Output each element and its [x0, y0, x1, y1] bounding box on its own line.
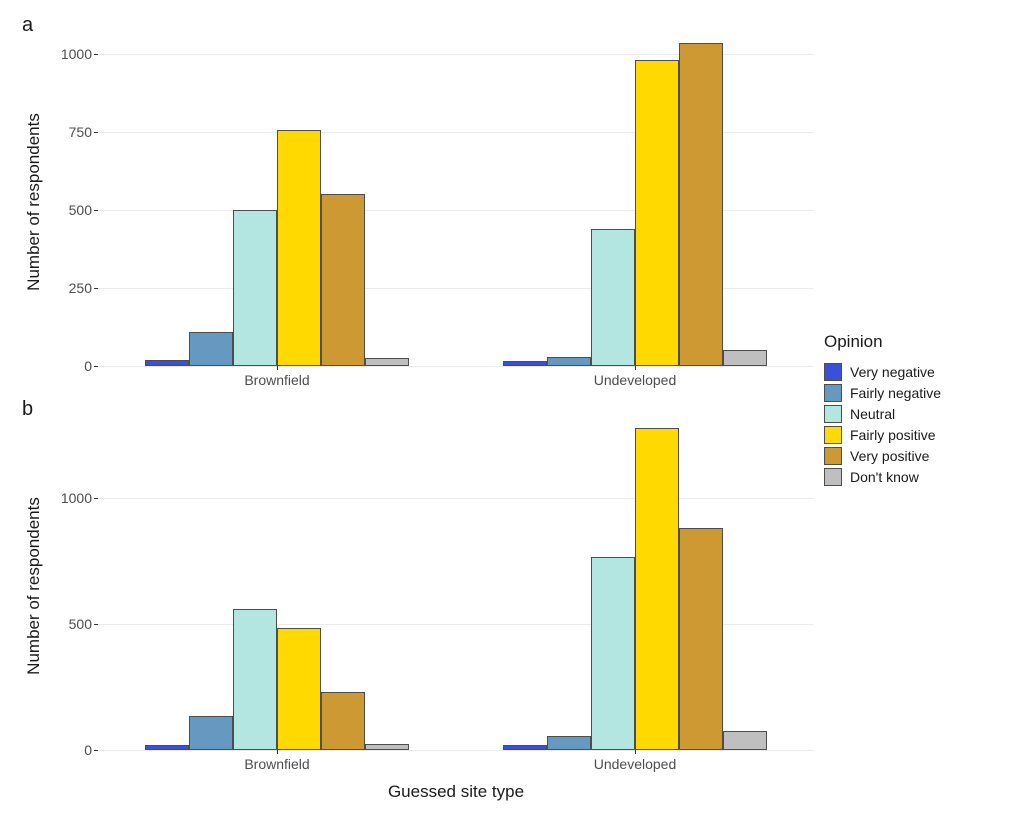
y-axis-ticks: 05001000	[48, 422, 98, 750]
bar-group	[503, 38, 767, 366]
legend-label: Neutral	[850, 406, 895, 422]
chart-panel: aNumber of respondents 0 250 500 750 1000 Brow…	[20, 10, 814, 394]
bar	[547, 357, 591, 366]
legend-swatch	[824, 447, 842, 465]
bar	[321, 692, 365, 750]
bar	[277, 628, 321, 750]
bar	[723, 731, 767, 750]
y-tick-mark	[94, 54, 98, 55]
legend-items: Very negative Fairly negative Neutral Fairl…	[824, 360, 1024, 489]
chart-panel: bNumber of respondents 0 500 1000 Brownfield…	[20, 394, 814, 778]
legend-item: Very negative	[824, 363, 1024, 381]
bar	[591, 557, 635, 750]
y-tick-label: 500	[69, 202, 92, 218]
y-tick-label: 0	[84, 742, 92, 758]
y-tick-label: 250	[69, 280, 92, 296]
x-axis-title: Guessed site type	[98, 778, 814, 810]
y-tick-label: 0	[84, 358, 92, 374]
legend-label: Very positive	[850, 448, 929, 464]
bar-group	[145, 38, 409, 366]
y-tick-mark	[94, 210, 98, 211]
y-axis-title: Number of respondents	[20, 38, 48, 366]
y-tick-label: 1000	[61, 46, 92, 62]
x-tick-label: Undeveloped	[594, 756, 677, 772]
x-tick-label: Brownfield	[244, 756, 309, 772]
bar	[233, 210, 277, 366]
bar	[635, 428, 679, 750]
bar	[277, 130, 321, 366]
plot-area	[98, 422, 814, 750]
legend-label: Fairly negative	[850, 385, 941, 401]
y-axis-ticks: 02505007501000	[48, 38, 98, 366]
legend-item: Neutral	[824, 405, 1024, 423]
bar-group	[145, 422, 409, 750]
bar	[365, 358, 409, 366]
legend-swatch	[824, 405, 842, 423]
legend-item: Don't know	[824, 468, 1024, 486]
bar	[321, 194, 365, 366]
legend-item: Fairly negative	[824, 384, 1024, 402]
panel-label: b	[22, 398, 33, 421]
legend-item: Fairly positive	[824, 426, 1024, 444]
legend-swatch	[824, 468, 842, 486]
bar	[679, 43, 723, 366]
legend-swatch	[824, 363, 842, 381]
legend-label: Don't know	[850, 469, 919, 485]
y-tick-mark	[94, 288, 98, 289]
legend: Opinion Very negative Fairly negative Neut…	[814, 0, 1024, 820]
y-tick-label: 500	[69, 616, 92, 632]
y-axis-title: Number of respondents	[20, 422, 48, 750]
y-tick-label: 1000	[61, 490, 92, 506]
bar	[635, 60, 679, 366]
legend-label: Very negative	[850, 364, 935, 380]
legend-label: Fairly positive	[850, 427, 936, 443]
y-tick-mark	[94, 132, 98, 133]
legend-swatch	[824, 384, 842, 402]
x-tick-label: Undeveloped	[594, 372, 677, 388]
y-tick-mark	[94, 624, 98, 625]
y-tick-mark	[94, 498, 98, 499]
x-axis-ticks: Brownfield Undeveloped	[98, 750, 814, 778]
x-axis-ticks: Brownfield Undeveloped	[98, 366, 814, 394]
plot-area	[98, 38, 814, 366]
bar	[189, 716, 233, 750]
bar	[189, 332, 233, 366]
legend-swatch	[824, 426, 842, 444]
legend-title: Opinion	[824, 332, 1024, 352]
bar	[679, 528, 723, 750]
charts-column: aNumber of respondents02505007501000Brow…	[0, 0, 814, 820]
bar	[547, 736, 591, 750]
x-tick-label: Brownfield	[244, 372, 309, 388]
panel-label: a	[22, 14, 33, 37]
y-tick-label: 750	[69, 124, 92, 140]
bar-group	[503, 422, 767, 750]
bar	[233, 609, 277, 750]
bar	[591, 229, 635, 366]
bar	[723, 350, 767, 366]
legend-item: Very positive	[824, 447, 1024, 465]
